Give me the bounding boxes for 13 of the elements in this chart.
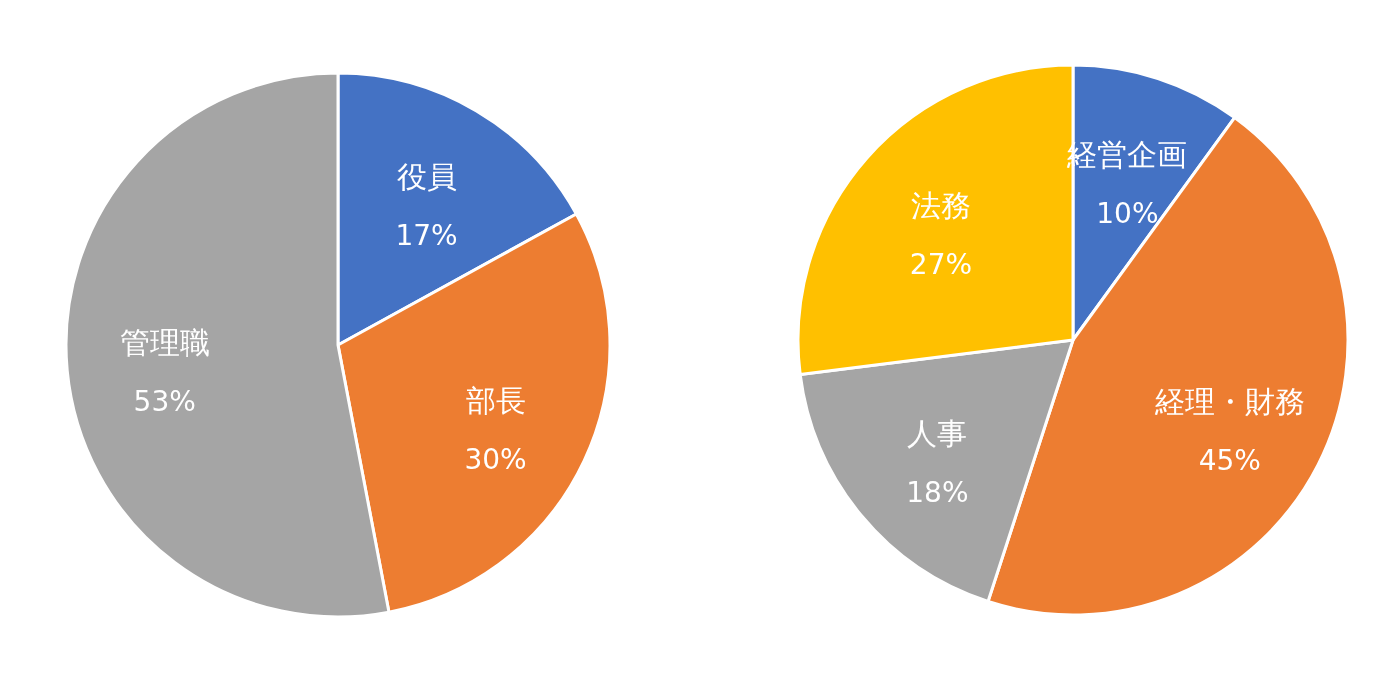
data-label: 45%: [1198, 443, 1261, 477]
data-label: 10%: [1096, 196, 1159, 230]
slice-label: 部長: [465, 383, 526, 419]
slice-label: 管理職: [119, 325, 210, 361]
slice-label: 役員: [396, 159, 457, 195]
data-label: 18%: [906, 476, 969, 510]
slice-label: 法務: [910, 187, 971, 223]
data-label: 30%: [464, 443, 527, 477]
slice-label: 経理・財務: [1153, 383, 1305, 419]
data-label: 17%: [395, 219, 458, 253]
data-label: 27%: [909, 247, 973, 281]
slice-label: 人事: [907, 416, 968, 452]
data-label: 53%: [133, 385, 196, 419]
